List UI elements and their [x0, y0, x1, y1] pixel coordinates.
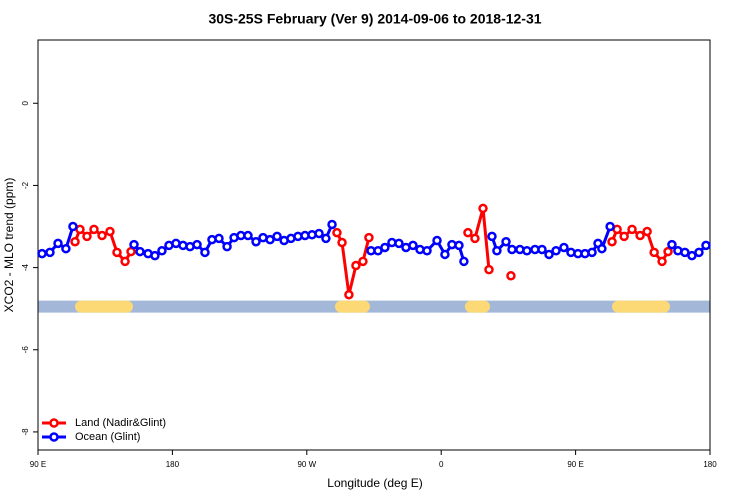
- point: [642, 226, 652, 237]
- point: [649, 247, 659, 258]
- point: [522, 246, 532, 256]
- point: [440, 249, 450, 260]
- point: [627, 224, 637, 235]
- land-band: [612, 300, 670, 313]
- point: [272, 231, 282, 242]
- point: [408, 240, 418, 251]
- point: [120, 256, 130, 267]
- chart-title: 30S-25S February (Ver 9) 2014-09-06 to 2…: [208, 11, 541, 27]
- point: [200, 247, 210, 258]
- point: [687, 250, 697, 261]
- point: [157, 246, 167, 256]
- point: [265, 234, 275, 245]
- point: [314, 228, 324, 239]
- point: [37, 248, 47, 259]
- point: [619, 231, 629, 242]
- point: [680, 247, 690, 258]
- land-band: [464, 300, 491, 313]
- x-tick-label: 90 E: [567, 460, 583, 469]
- legend-label: Land (Nadir&Glint): [75, 417, 166, 429]
- ocean-band: [38, 300, 710, 313]
- point: [364, 232, 374, 243]
- point: [605, 221, 615, 232]
- x-tick-label: 90 E: [30, 460, 46, 469]
- point: [506, 271, 516, 281]
- point: [61, 243, 71, 254]
- legend-marker: [49, 432, 59, 442]
- point: [484, 264, 494, 275]
- point: [150, 250, 160, 261]
- point: [344, 289, 354, 300]
- y-tick-label: -4: [21, 263, 30, 271]
- point: [459, 256, 469, 267]
- point: [597, 243, 607, 254]
- point: [663, 246, 673, 257]
- point: [70, 236, 80, 247]
- y-tick-label: 0: [21, 100, 30, 105]
- point: [89, 224, 99, 235]
- point: [358, 256, 368, 267]
- y-axis-label: XCO2 - MLO trend (ppm): [2, 178, 16, 313]
- point: [97, 230, 107, 241]
- point: [607, 236, 617, 247]
- point: [82, 231, 92, 242]
- point: [68, 221, 78, 232]
- legend-marker: [49, 418, 59, 428]
- point: [45, 247, 55, 258]
- y-tick-label: -6: [21, 346, 30, 354]
- point: [537, 244, 547, 255]
- point: [501, 236, 511, 247]
- point: [694, 247, 704, 258]
- x-axis-label: Longitude (deg E): [327, 476, 422, 490]
- point: [432, 235, 442, 246]
- point: [701, 240, 711, 251]
- point: [422, 246, 432, 256]
- point: [463, 227, 473, 238]
- point: [321, 233, 331, 244]
- point: [112, 247, 122, 258]
- x-tick-label: 180: [703, 460, 717, 469]
- point: [478, 203, 488, 214]
- point: [487, 231, 497, 242]
- point: [243, 230, 253, 241]
- point: [214, 233, 224, 244]
- point: [332, 227, 342, 238]
- point: [192, 239, 202, 250]
- point: [327, 219, 337, 230]
- point: [667, 239, 677, 250]
- point: [394, 238, 404, 249]
- land-band: [335, 300, 370, 313]
- legend-label: Ocean (Glint): [75, 431, 140, 443]
- x-tick-label: 0: [439, 460, 444, 469]
- x-tick-label: 90 W: [297, 460, 316, 469]
- point: [337, 237, 347, 248]
- point: [454, 240, 464, 251]
- point: [135, 246, 145, 257]
- land-band: [75, 300, 133, 313]
- point: [492, 246, 502, 256]
- point: [251, 236, 261, 247]
- point: [53, 238, 63, 249]
- point: [559, 242, 569, 253]
- point: [587, 247, 597, 258]
- point: [551, 246, 561, 256]
- point: [129, 239, 139, 250]
- point: [657, 256, 667, 267]
- y-tick-label: -8: [21, 428, 30, 436]
- x-tick-label: 180: [166, 460, 180, 469]
- point: [544, 249, 554, 260]
- point: [507, 244, 517, 255]
- point: [635, 230, 645, 241]
- point: [222, 241, 232, 252]
- point: [470, 233, 480, 244]
- y-tick-label: -2: [21, 181, 30, 189]
- point: [380, 242, 390, 253]
- point: [105, 226, 115, 237]
- point: [351, 260, 361, 271]
